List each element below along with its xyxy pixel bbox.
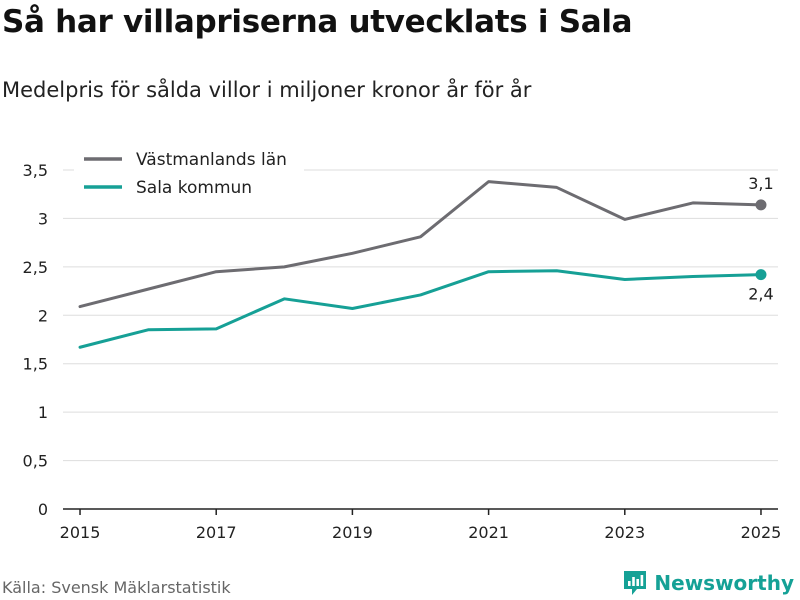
x-tick-label: 2015 (60, 523, 101, 542)
end-marker-sala (755, 269, 767, 281)
line-chart: 0 0,5 1 1,5 2 2,5 3 3,5 2015 2017 2019 2021 2023 202… (22, 146, 782, 542)
x-tick-label: 2017 (196, 523, 237, 542)
legend: Västmanlands län Sala kommun (74, 146, 304, 202)
x-tick-label: 2025 (741, 523, 782, 542)
legend-label-sala: Sala kommun (136, 178, 252, 198)
y-tick-label: 0,5 (23, 452, 48, 471)
y-tick-label: 3 (38, 209, 48, 228)
chart-title: Så har villapriserna utvecklats i Sala (2, 4, 633, 40)
series-lines: 3,1 2,4 (78, 174, 774, 349)
source-note: Källa: Svensk Mäklarstatistik (2, 578, 231, 597)
x-tick-label: 2023 (604, 523, 645, 542)
y-axis-tick-labels: 0 0,5 1 1,5 2 2,5 3 3,5 (23, 161, 48, 519)
y-tick-label: 1 (38, 403, 48, 422)
y-tick-label: 3,5 (23, 161, 48, 180)
chart-subtitle: Medelpris för sålda villor i miljoner kr… (2, 78, 532, 102)
brand-logo: Newsworthy (622, 568, 794, 598)
series-line-vastmanland (78, 180, 763, 309)
brand-name: Newsworthy (654, 571, 794, 595)
x-tick-label: 2021 (468, 523, 509, 542)
end-label-vastmanland: 3,1 (748, 174, 773, 193)
end-marker-vastmanland (755, 199, 767, 211)
series-line-sala (78, 269, 763, 349)
y-tick-label: 2,5 (23, 258, 48, 277)
end-label-sala: 2,4 (748, 285, 773, 304)
y-tick-label: 1,5 (23, 355, 48, 374)
x-tick-label: 2019 (332, 523, 373, 542)
legend-label-vastmanland: Västmanlands län (136, 150, 287, 170)
y-tick-label: 0 (38, 500, 48, 519)
x-axis: 2015 2017 2019 2021 2023 2025 (60, 508, 782, 542)
legend-background (74, 146, 304, 202)
y-tick-label: 2 (38, 306, 48, 325)
gridlines (63, 169, 778, 462)
newsworthy-logo-icon (624, 571, 647, 595)
